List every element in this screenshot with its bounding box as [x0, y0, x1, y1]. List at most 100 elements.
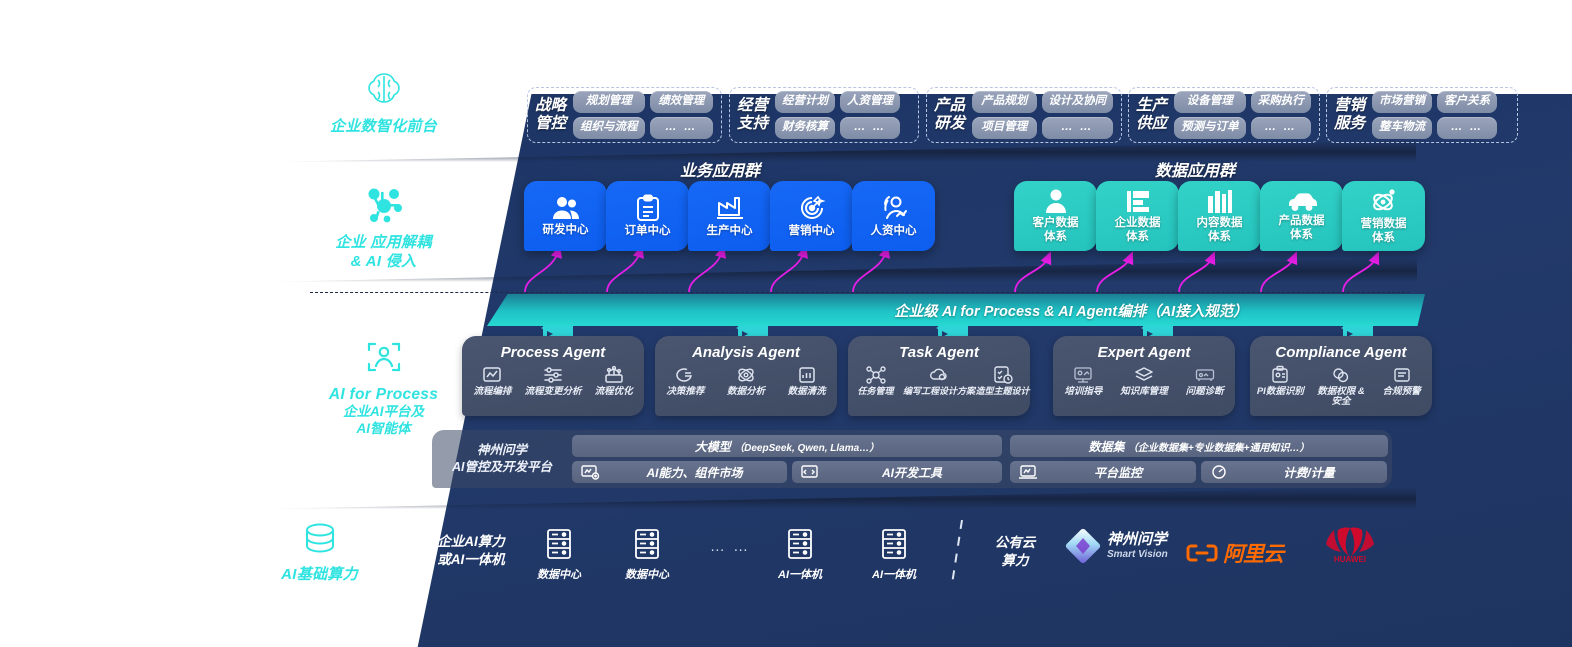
agent-item[interactable]: 问题诊断 [1174, 365, 1235, 397]
agent-item-label: 流程优化 [594, 386, 633, 397]
infra-node-ai-appliance-2[interactable]: AI一体机 [866, 527, 922, 583]
agent-item-label: 问题诊断 [1185, 386, 1224, 397]
agent-item[interactable]: PI数据识别 [1250, 365, 1311, 397]
agent-item-label: 数据权限 & 安全 [1317, 386, 1365, 408]
vendor-logo-smartvision[interactable]: 神州问学 Smart Vision [1065, 528, 1195, 564]
agent-item[interactable]: 决策推荐 [655, 365, 716, 397]
data-clean-icon [798, 367, 815, 383]
platform-item-monitor[interactable]: 平台监控 [1010, 461, 1196, 483]
app-card-production-center[interactable]: 生产中心 [688, 181, 771, 251]
data-card-customer[interactable]: 客户数据 体系 [1014, 181, 1097, 251]
agent-item-label: 编写工程设计方案 [903, 386, 976, 396]
database-icon [305, 523, 334, 553]
domain-chip-more[interactable]: … … [1437, 117, 1498, 139]
domain-chip[interactable]: 整车物流 [1372, 117, 1433, 139]
domain-chip-more[interactable]: … … [840, 117, 901, 139]
app-card-marketing-center[interactable]: 营销中心 [770, 181, 853, 251]
domain-chip-more[interactable]: … … [1250, 117, 1311, 139]
huawei-flower-icon: HUAWEI [1326, 527, 1374, 564]
platform-brand: 神州问学 AI管控及开发平台 [451, 443, 552, 474]
vendor-logo-huawei[interactable]: HUAWEI [1310, 524, 1390, 569]
agent-card-compliance[interactable]: Compliance Agent PI数据识别 数据权限 & 安全 合规预警 [1250, 336, 1432, 416]
domain-chip[interactable]: 组织与流程 [573, 117, 645, 139]
domain-chip[interactable]: 设计及协同 [1041, 91, 1113, 113]
domain-chip[interactable]: 绩效管理 [649, 91, 713, 113]
data-card-marketing[interactable]: 营销数据 体系 [1342, 181, 1425, 251]
agent-item-label: 培训指导 [1064, 386, 1103, 397]
infra-vertical-divider [951, 519, 963, 585]
domain-chip[interactable]: 人资管理 [840, 91, 901, 113]
domain-chip[interactable]: 项目管理 [972, 117, 1037, 139]
domain-chip[interactable]: 产品规划 [972, 91, 1037, 113]
agent-item[interactable]: 造型主题设计 [975, 365, 1030, 397]
bars-icon [1207, 190, 1232, 214]
app-card-rnd-center[interactable]: 研发中心 [524, 181, 607, 251]
agent-item[interactable]: 数据权限 & 安全 [1311, 365, 1372, 408]
agent-item-label: PI数据识别 [1256, 386, 1304, 397]
atom-icon [738, 368, 754, 382]
agent-item[interactable]: 合规预警 [1371, 365, 1432, 397]
agent-item[interactable]: 流程变更分析 [523, 365, 584, 397]
speech-bubble-icon [676, 368, 693, 382]
flow-chart-icon [483, 367, 502, 382]
data-card-label: 内容数据 体系 [1196, 217, 1243, 243]
vendor-logo-aliyun[interactable]: 阿里云 [1186, 538, 1316, 568]
platform-dataset-bar[interactable]: 数据集 （企业数据集+专业数据集+通用知识…） [1010, 435, 1388, 457]
business-group-heading: 业务应用群 [680, 163, 761, 180]
agent-item[interactable]: 数据清洗 [776, 365, 837, 397]
domain-chip[interactable]: 财务核算 [775, 117, 836, 139]
infra-node-datacenter-1[interactable]: 数据中心 [531, 527, 587, 583]
domain-group-production-supply[interactable]: 生产 供应 设备管理 采购执行 预测与订单 … … [1128, 87, 1320, 143]
agent-card-process[interactable]: Process Agent 流程编排 流程变更分析 流程优化 [462, 336, 644, 416]
domain-chip[interactable]: 市场营销 [1372, 91, 1433, 113]
domain-group-strategy[interactable]: 战略 管控 规划管理 绩效管理 组织与流程 … … [527, 87, 722, 143]
platform-item-billing[interactable]: 计费/计量 [1201, 461, 1387, 483]
agent-card-task[interactable]: Task Agent 任务管理 编写工程设计方案 造型主题设计 [848, 336, 1030, 416]
data-card-enterprise[interactable]: 企业数据 体系 [1096, 181, 1179, 251]
infra-node-datacenter-2[interactable]: 数据中心 [619, 527, 675, 583]
app-card-hr-center[interactable]: 人资中心 [852, 181, 935, 251]
domain-chip-more[interactable]: … … [1041, 117, 1113, 139]
platform-model-bar[interactable]: 大模型 （DeepSeek, Qwen, Llama…） [572, 435, 1002, 457]
agent-item[interactable]: 数据分析 [716, 365, 777, 397]
agent-card-expert[interactable]: Expert Agent 培训指导 知识库管理 问题诊断 [1053, 336, 1235, 416]
agent-item[interactable]: 流程优化 [583, 365, 644, 397]
domain-chip[interactable]: 采购执行 [1250, 91, 1311, 113]
domain-chip[interactable]: 经营计划 [775, 91, 836, 113]
data-card-content[interactable]: 内容数据 体系 [1178, 181, 1261, 251]
app-card-order-center[interactable]: 订单中心 [606, 181, 689, 251]
checklist-clock-icon [993, 366, 1013, 384]
agent-card-analysis[interactable]: Analysis Agent 决策推荐 数据分析 数据清洗 [655, 336, 837, 416]
atom-icon [1372, 189, 1395, 211]
agent-item-label: 合规预警 [1382, 386, 1421, 397]
agent-title: Compliance Agent [1275, 344, 1407, 361]
domain-chip[interactable]: 设备管理 [1174, 91, 1246, 113]
agent-item-label: 知识库管理 [1120, 386, 1168, 397]
infra-node-ai-appliance-1[interactable]: AI一体机 [772, 527, 828, 583]
agent-item[interactable]: 知识库管理 [1114, 365, 1175, 397]
agent-item[interactable]: 流程编排 [462, 365, 523, 397]
alert-box-icon [1393, 368, 1410, 382]
agent-item[interactable]: 任务管理 [848, 365, 903, 397]
platform-item-ai-market[interactable]: AI能力、组件市场 [572, 461, 787, 483]
app-card-label: 研发中心 [542, 223, 589, 236]
person-scan-icon [367, 342, 400, 372]
domain-title: 战略 管控 [535, 97, 567, 132]
domain-chip-more[interactable]: … … [649, 117, 713, 139]
server-icon [882, 529, 906, 559]
domain-chip[interactable]: 客户关系 [1437, 91, 1498, 113]
domain-group-product-rnd[interactable]: 产品 研发 产品规划 设计及协同 项目管理 … … [926, 87, 1122, 143]
domain-chip[interactable]: 预测与订单 [1174, 117, 1246, 139]
server-icon [788, 529, 812, 559]
platform-item-ai-devtool[interactable]: AI开发工具 [792, 461, 1002, 483]
agent-item[interactable]: 培训指导 [1053, 365, 1114, 397]
agent-item[interactable]: 编写工程设计方案 [903, 365, 975, 397]
domain-chip[interactable]: 规划管理 [573, 91, 645, 113]
ai-layer-dashed-separator [310, 292, 1410, 293]
domain-group-marketing-service[interactable]: 营销 服务 市场营销 客户关系 整车物流 … … [1326, 87, 1518, 143]
target-icon [800, 195, 826, 219]
list-settings-icon [544, 367, 562, 383]
infra-node-more: … … [709, 538, 751, 555]
domain-group-operations[interactable]: 经营 支持 经营计划 人资管理 财务核算 … … [729, 87, 919, 143]
data-card-product[interactable]: 产品数据 体系 [1260, 181, 1343, 251]
